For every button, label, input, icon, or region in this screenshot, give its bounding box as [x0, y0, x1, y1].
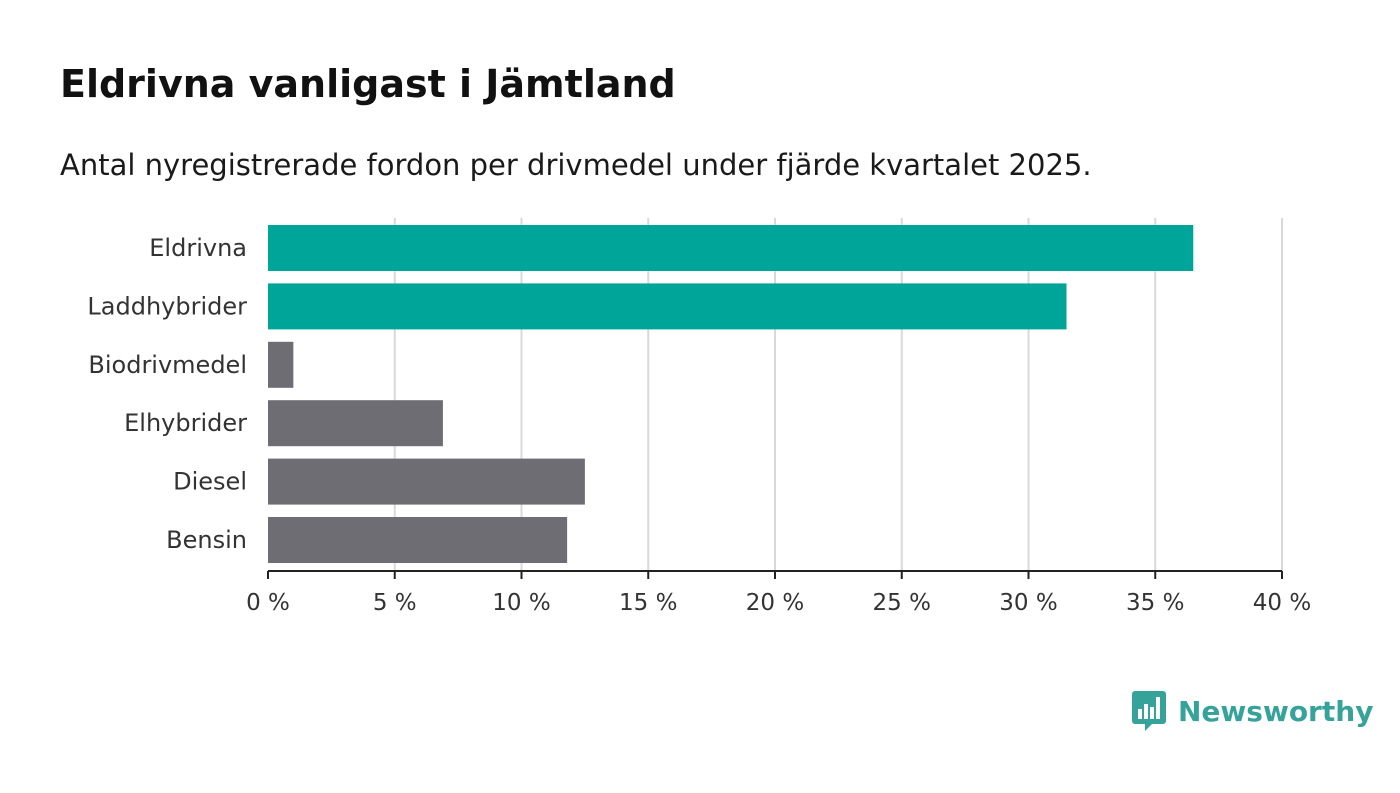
category-label: Bensin: [166, 526, 247, 554]
bar-elhybrider: [268, 400, 443, 447]
category-label: Eldrivna: [149, 234, 247, 262]
x-tick-label: 10 %: [492, 590, 550, 616]
newsworthy-logo: Newsworthy: [1132, 691, 1373, 731]
category-label: Laddhybrider: [87, 292, 247, 320]
bar-biodrivmedel: [268, 341, 294, 388]
bar-laddhybrider: [268, 283, 1067, 330]
label-layer: Eldrivna Laddhybrider Biodrivmedel Elhybrid…: [87, 234, 1311, 616]
x-tick-label: 30 %: [999, 590, 1057, 616]
category-label: Diesel: [173, 468, 247, 496]
x-tick-label: 25 %: [873, 590, 931, 616]
bar-layer: [268, 225, 1194, 563]
bar-chart-bubble-icon: [1132, 691, 1166, 731]
category-label: Elhybrider: [124, 409, 247, 437]
chart-subtitle: Antal nyregistrerade fordon per drivmede…: [60, 148, 1092, 182]
x-tick-label: 35 %: [1126, 590, 1184, 616]
bar-bensin: [268, 517, 568, 563]
x-tick-label: 0 %: [246, 590, 290, 616]
grid-layer: [393, 218, 1283, 571]
x-tick-label: 20 %: [746, 590, 804, 616]
axis-layer: [267, 570, 1283, 579]
x-tick-label: 5 %: [373, 590, 417, 616]
chart-title: Eldrivna vanligast i Jämtland: [60, 62, 676, 106]
category-label: Biodrivmedel: [88, 351, 247, 379]
bar-eldrivna: [268, 225, 1194, 271]
x-tick-label: 15 %: [619, 590, 677, 616]
x-tick-label: 40 %: [1253, 590, 1311, 616]
logo-text: Newsworthy: [1178, 694, 1374, 728]
bar-diesel: [268, 458, 585, 505]
